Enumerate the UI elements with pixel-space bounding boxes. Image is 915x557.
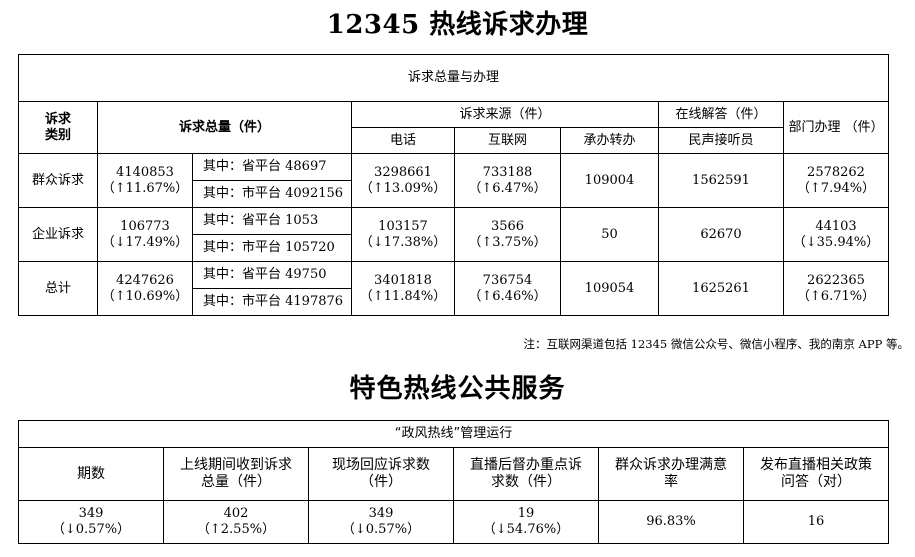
header-category: 诉求 类别 [18, 101, 98, 154]
cell-dept: 2622365 （↑6.71%） [782, 261, 890, 316]
cell-total: 106773 （↓17.49%） [97, 207, 193, 262]
cell-total: 4140853 （↑11.67%） [97, 153, 193, 208]
header-internet: 互联网 [454, 127, 561, 154]
cell-internet: 3566 （↑3.75%） [454, 207, 561, 262]
table-footnote: 注：互联网渠道包括 12345 微信公众号、微信小程序、我的南京 APP 等。 [523, 337, 909, 351]
header-cell: 群众诉求办理满意率 [598, 447, 744, 501]
cell-transfer: 109054 [560, 261, 659, 316]
cell-province: 其中：省平台 1053 [192, 207, 352, 235]
cell-city: 其中：市平台 4197876 [192, 288, 352, 316]
row-name: 企业诉求 [18, 207, 98, 262]
header-transfer: 承办转办 [560, 127, 659, 154]
value-cell: 96.83% [598, 500, 744, 544]
row-name: 群众诉求 [18, 153, 98, 208]
page-title-hotline: 12345 热线诉求办理 [326, 10, 589, 40]
cell-phone: 103157 （↓17.38%） [351, 207, 455, 262]
header-online: 在线解答（件） [658, 101, 784, 128]
value-cell: 19 （↓54.76%） [453, 500, 599, 544]
header-cell: 发布直播相关政策问答（对） [742, 447, 890, 501]
header-cell: 期数 [18, 447, 164, 501]
cell-phone: 3401818 （↑11.84%） [351, 261, 455, 316]
cell-city: 其中：市平台 4092156 [192, 180, 352, 208]
table-row: 349 （↓0.57%） 402 （↑2.55%） 349 （↓0.57%） 1… [18, 500, 890, 544]
cell-province: 其中：省平台 48697 [192, 153, 352, 181]
cell-total: 4247626 （↑10.69%） [97, 261, 193, 316]
cell-listen: 62670 [658, 207, 784, 262]
cell-internet: 736754 （↑6.46%） [454, 261, 561, 316]
value-cell: 16 [742, 500, 890, 544]
hotline-operation-table: “政风热线”管理运行 期数 上线期间收到诉求总量（件） 现场回应诉求数（件） 直… [17, 420, 890, 544]
table-row: 总计 4247626 （↑10.69%） 其中：省平台 49750 340181… [18, 261, 890, 316]
header-cell: 上线期间收到诉求总量（件） [163, 447, 309, 501]
header-dept: 部门办理 （件） [782, 101, 890, 154]
header-row: 期数 上线期间收到诉求总量（件） 现场回应诉求数（件） 直播后督办重点诉求数（件… [18, 447, 890, 501]
cell-dept: 44103 （↓35.94%） [782, 207, 890, 262]
cell-transfer: 50 [560, 207, 659, 262]
cell-listen: 1625261 [658, 261, 784, 316]
table-row: 群众诉求 4140853 （↑11.67%） 其中：省平台 48697 3298… [18, 153, 890, 208]
cell-province: 其中：省平台 49750 [192, 261, 352, 289]
header-phone: 电话 [351, 127, 455, 154]
complaint-summary-table: 诉求总量与办理 诉求 类别 诉求总量（件） 诉求来源（件） 在线解答（件） 部门… [17, 54, 890, 316]
section-title-special: 特色热线公共服务 [349, 374, 566, 404]
table-caption: “政风热线”管理运行 [17, 420, 890, 448]
header-cell: 现场回应诉求数（件） [308, 447, 454, 501]
cell-phone: 3298661 （↑13.09%） [351, 153, 455, 208]
cell-internet: 733188 （↑6.47%） [454, 153, 561, 208]
cell-listen: 1562591 [658, 153, 784, 208]
row-name: 总计 [18, 261, 98, 316]
value-cell: 402 （↑2.55%） [163, 500, 309, 544]
value-cell: 349 （↓0.57%） [18, 500, 164, 544]
value-cell: 349 （↓0.57%） [308, 500, 454, 544]
header-total: 诉求总量（件） [97, 101, 352, 154]
cell-city: 其中：市平台 105720 [192, 234, 352, 262]
cell-transfer: 109004 [560, 153, 659, 208]
table-row: 企业诉求 106773 （↓17.49%） 其中：省平台 1053 103157… [18, 207, 890, 262]
cell-dept: 2578262 （↑7.94%） [782, 153, 890, 208]
header-listen: 民声接听员 [658, 127, 784, 154]
header-cell: 直播后督办重点诉求数（件） [453, 447, 599, 501]
header-source: 诉求来源（件） [351, 101, 659, 128]
table-caption: 诉求总量与办理 [17, 54, 890, 102]
